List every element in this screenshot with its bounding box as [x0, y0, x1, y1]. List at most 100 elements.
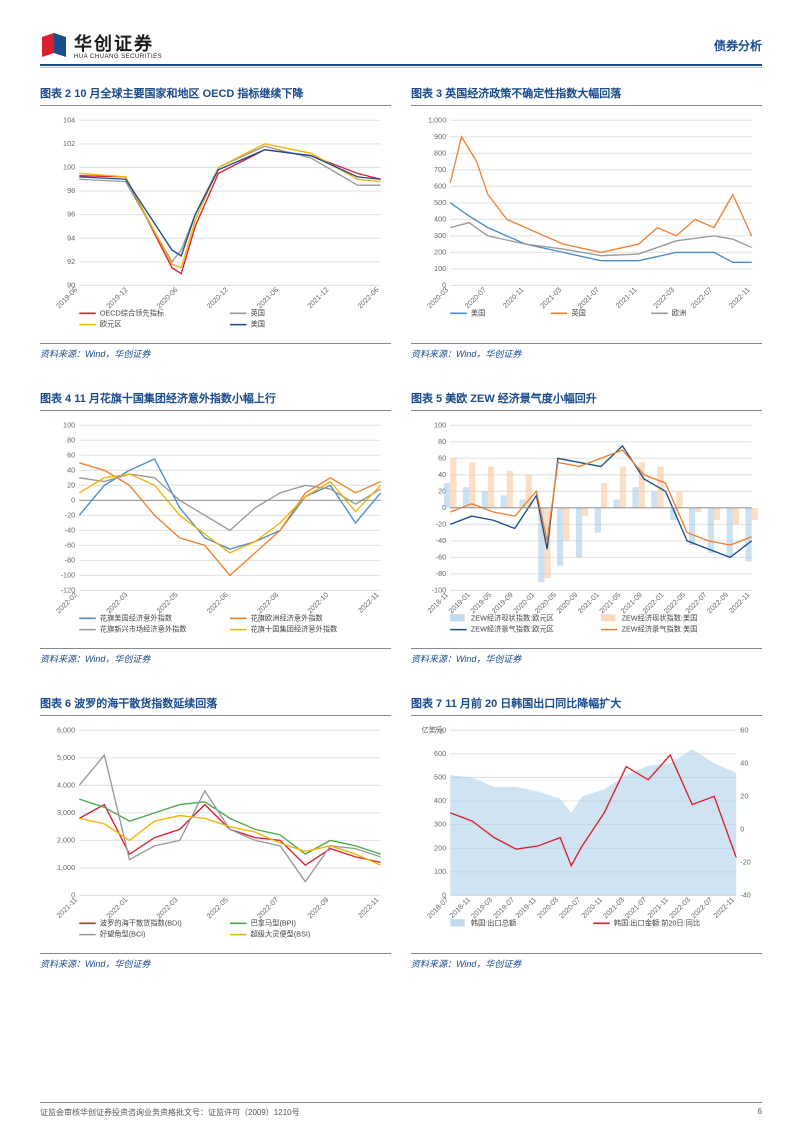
svg-text:60: 60: [438, 453, 446, 462]
chart-source: 资料来源：Wind，华创证券: [40, 343, 391, 360]
chart-source: 资料来源：Wind，华创证券: [40, 648, 391, 665]
svg-text:-20: -20: [65, 511, 75, 520]
svg-text:2019-03: 2019-03: [469, 895, 494, 920]
chart-c6: 图表 6 波罗的海干散货指数延续回落01,0002,0003,0004,0005…: [40, 695, 391, 970]
svg-text:英国: 英国: [571, 308, 585, 317]
chart-title: 图表 7 11 月前 20 日韩国出口同比降幅扩大: [411, 695, 762, 716]
svg-text:欧洲: 欧洲: [672, 308, 686, 317]
svg-text:2020-01: 2020-01: [511, 590, 536, 615]
svg-text:亿美元: 亿美元: [421, 726, 443, 735]
svg-text:-40: -40: [436, 536, 446, 545]
svg-text:2020-09: 2020-09: [554, 590, 579, 615]
svg-text:60: 60: [67, 450, 75, 459]
svg-text:0: 0: [71, 496, 75, 505]
svg-text:200: 200: [434, 247, 446, 256]
chart-canvas: 90929496981001021042019-062019-122020-06…: [40, 112, 391, 339]
svg-text:3,000: 3,000: [57, 808, 75, 817]
svg-text:2020-03: 2020-03: [425, 285, 450, 310]
svg-text:2022-10: 2022-10: [305, 590, 330, 615]
svg-text:2021-05: 2021-05: [597, 590, 622, 615]
chart-canvas: 0100200300400500600700-40-200204060亿美元20…: [411, 722, 762, 949]
charts-grid: 图表 2 10 月全球主要国家和地区 OECD 指标继续下降 9092949698…: [40, 85, 762, 970]
svg-text:102: 102: [63, 139, 75, 148]
svg-text:0: 0: [740, 825, 744, 834]
svg-text:2021-11: 2021-11: [645, 895, 670, 920]
svg-text:2022-11: 2022-11: [356, 895, 381, 920]
svg-text:2021-07: 2021-07: [576, 285, 601, 310]
svg-text:98: 98: [67, 186, 75, 195]
svg-text:900: 900: [434, 132, 446, 141]
svg-text:2021-12: 2021-12: [305, 285, 330, 310]
svg-text:500: 500: [434, 773, 446, 782]
svg-text:2022-01: 2022-01: [640, 590, 665, 615]
svg-text:2018-07: 2018-07: [425, 895, 450, 920]
svg-text:800: 800: [434, 148, 446, 157]
document-category: 债券分析: [714, 37, 762, 54]
company-logo: 华创证券 HUA CHUANG SECURITIES: [40, 30, 162, 60]
svg-text:2022-07: 2022-07: [683, 590, 708, 615]
svg-text:2021-01: 2021-01: [576, 590, 601, 615]
svg-text:-20: -20: [436, 520, 446, 529]
chart-title: 图表 2 10 月全球主要国家和地区 OECD 指标继续下降: [40, 85, 391, 106]
svg-text:2,000: 2,000: [57, 836, 75, 845]
svg-text:2021-07: 2021-07: [623, 895, 648, 920]
chart-canvas: 01002003004005006007008009001,0002020-03…: [411, 112, 762, 339]
svg-text:-100: -100: [61, 571, 75, 580]
svg-text:2020-11: 2020-11: [579, 895, 604, 920]
svg-text:200: 200: [434, 844, 446, 853]
svg-text:1,000: 1,000: [428, 115, 446, 124]
svg-text:100: 100: [434, 420, 446, 429]
page-number: 6: [758, 1107, 762, 1118]
svg-text:-60: -60: [436, 553, 446, 562]
svg-text:超级大灵便型(BSI): 超级大灵便型(BSI): [251, 930, 311, 939]
chart-source: 资料来源：Wind，华创证券: [40, 953, 391, 970]
svg-text:2020-07: 2020-07: [557, 895, 582, 920]
svg-text:2019-01: 2019-01: [447, 590, 472, 615]
svg-text:40: 40: [740, 759, 748, 768]
svg-text:ZEW经济现状指数:欧元区: ZEW经济现状指数:欧元区: [471, 613, 554, 622]
svg-text:300: 300: [434, 231, 446, 240]
svg-text:2022-06: 2022-06: [356, 285, 381, 310]
svg-text:ZEW经济景气指数:欧元区: ZEW经济景气指数:欧元区: [471, 625, 554, 634]
chart-canvas: -120-100-80-60-40-200204060801002022-022…: [40, 417, 391, 644]
svg-text:100: 100: [434, 264, 446, 273]
page-header: 华创证券 HUA CHUANG SECURITIES 债券分析: [0, 20, 802, 70]
svg-text:2022-05: 2022-05: [662, 590, 687, 615]
page-footer: 证监会审核华创证券投资咨询业务资格批文号：证监许可（2009）1210号 6: [40, 1102, 762, 1118]
chart-title: 图表 3 英国经济政策不确定性指数大幅回落: [411, 85, 762, 106]
svg-text:2018-11: 2018-11: [447, 895, 472, 920]
svg-text:2022-11: 2022-11: [711, 895, 736, 920]
svg-text:500: 500: [434, 198, 446, 207]
svg-text:波罗的海干散货指数(BDI): 波罗的海干散货指数(BDI): [100, 919, 182, 928]
svg-text:2022-03: 2022-03: [667, 895, 692, 920]
svg-text:花旗十国集团经济意外指数: 花旗十国集团经济意外指数: [251, 625, 338, 634]
svg-text:2022-05: 2022-05: [155, 590, 180, 615]
svg-text:2020-07: 2020-07: [463, 285, 488, 310]
svg-text:300: 300: [434, 820, 446, 829]
svg-text:2022-03: 2022-03: [104, 590, 129, 615]
svg-text:2020-03: 2020-03: [535, 895, 560, 920]
svg-text:20: 20: [740, 792, 748, 801]
chart-c2: 图表 2 10 月全球主要国家和地区 OECD 指标继续下降 9092949698…: [40, 85, 391, 360]
svg-text:4,000: 4,000: [57, 781, 75, 790]
svg-text:60: 60: [740, 726, 748, 735]
svg-text:400: 400: [434, 214, 446, 223]
svg-text:美国: 美国: [471, 308, 485, 317]
svg-text:2019-11: 2019-11: [513, 895, 538, 920]
svg-text:2022-11: 2022-11: [727, 285, 752, 310]
svg-text:20: 20: [67, 480, 75, 489]
svg-text:40: 40: [67, 465, 75, 474]
svg-text:1,000: 1,000: [57, 863, 75, 872]
svg-text:2022-06: 2022-06: [205, 590, 230, 615]
svg-text:100: 100: [434, 867, 446, 876]
svg-text:英国: 英国: [251, 308, 265, 317]
svg-text:2021-11: 2021-11: [614, 285, 639, 310]
svg-text:2022-07: 2022-07: [689, 285, 714, 310]
svg-text:2022-01: 2022-01: [104, 895, 129, 920]
svg-text:94: 94: [67, 233, 75, 242]
svg-text:2019-09: 2019-09: [490, 590, 515, 615]
svg-text:2021-03: 2021-03: [538, 285, 563, 310]
svg-text:2022-11: 2022-11: [356, 590, 381, 615]
chart-title: 图表 5 美欧 ZEW 经济景气度小幅回升: [411, 390, 762, 411]
svg-text:韩国:出口金额:前20日:同比: 韩国:出口金额:前20日:同比: [614, 919, 700, 928]
